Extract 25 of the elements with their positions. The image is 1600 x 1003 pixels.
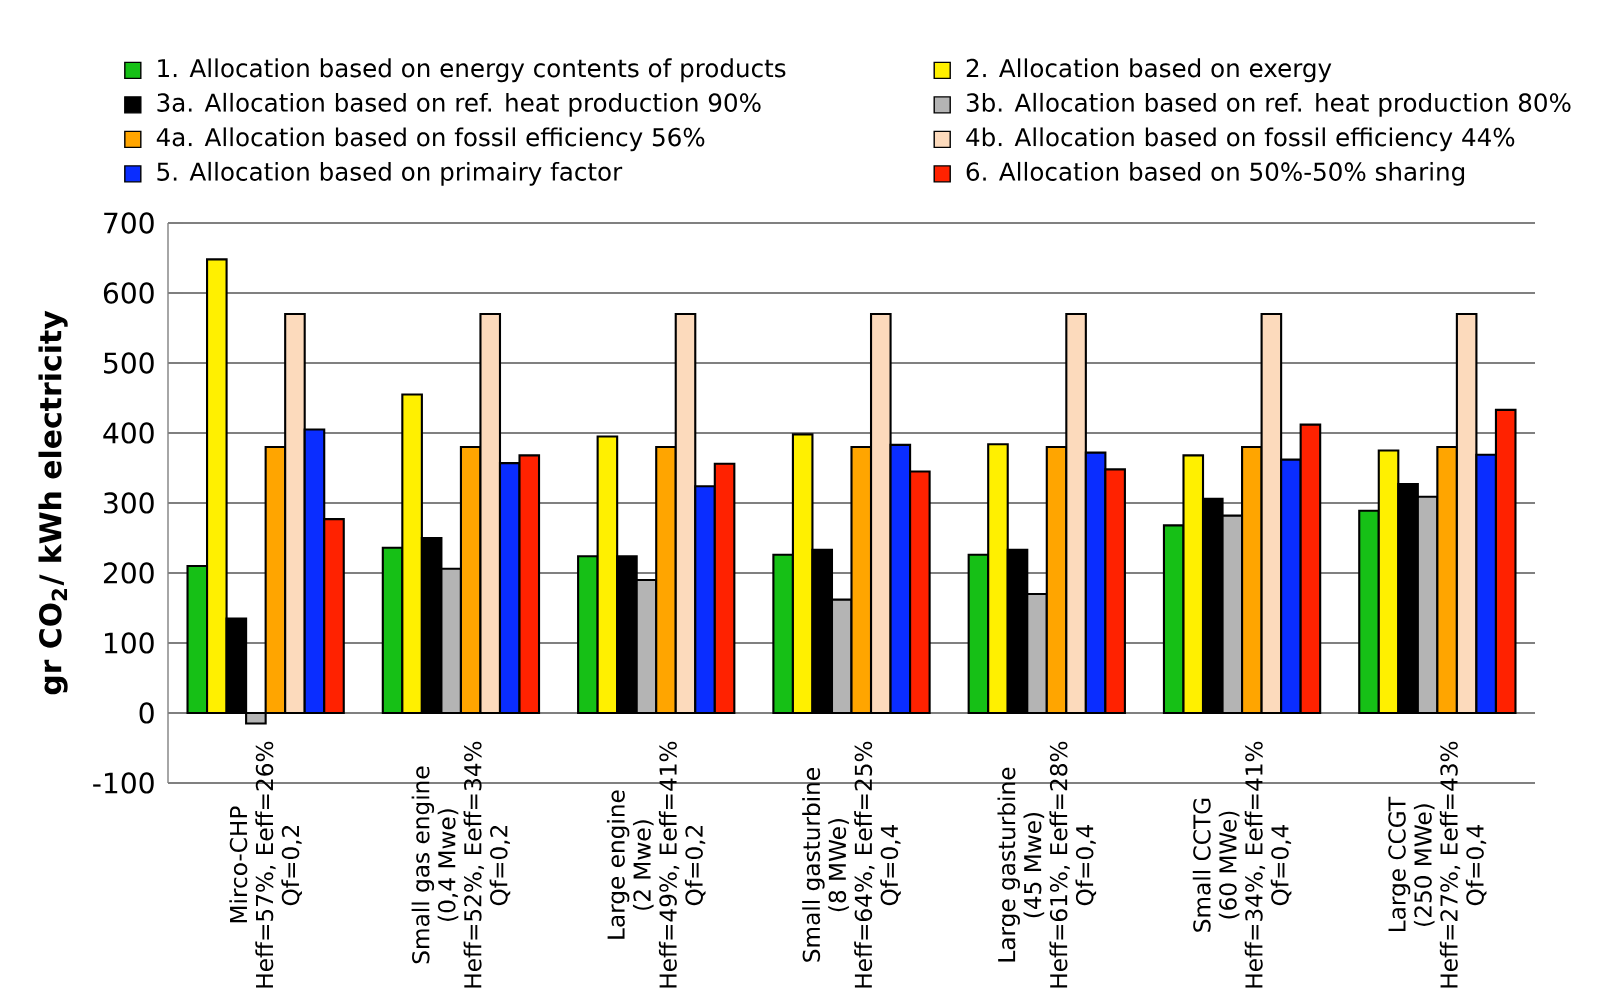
legend-label: 3b. Allocation based on ref. heat production 80% <box>966 92 1571 117</box>
x-tick-label: Large engine (2 Mwe) Heff=49%, Eeff=41% Qf=0,2 <box>606 741 706 988</box>
y-tick-label: 400 <box>103 422 154 444</box>
y-tick-label: 200 <box>103 562 154 584</box>
legend-label: 4b. Allocation based on fossil efficiency 44% <box>966 127 1515 152</box>
legend-label: 1. Allocation based on energy contents of products <box>158 58 786 83</box>
y-tick-label: 0 <box>139 702 154 724</box>
text: gr CO$_{2}$/ kWh electricity <box>38 310 68 695</box>
legend-label: 5. Allocation based on primairy factor <box>157 161 623 186</box>
legend-label: 6. Allocation based on 50%-50% sharing <box>966 161 1465 186</box>
y-tick-label: 300 <box>104 492 154 514</box>
y-tick-label: -100 <box>93 772 154 794</box>
legend-label: 4a. Allocation based on fossil efficiency 56% <box>156 127 705 152</box>
x-tick-label: Mirco-CHP Heff=57%, Eeff=26% Qf=0,2 <box>229 741 302 988</box>
x-tick-label: Small gasturbine (8 MWe) Heff=64%, Eeff=25% Qf=0,4 <box>802 741 901 988</box>
x-tick-label: Small gas engine (0,4 Mwe) Heff=52%, Eeff=34% Qf=0,2 <box>411 741 511 988</box>
y-tick-label: 100 <box>105 632 154 654</box>
x-tick-label: Large CCGT (250 MWe) Heff=27%, Eeff=43% Qf=0,4 <box>1388 741 1487 988</box>
y-tick-label: 500 <box>104 352 154 374</box>
x-tick-label: Large gasturbine (45 Mwe) Heff=61%, Eeff=28% Qf=0,4 <box>997 741 1097 988</box>
legend-label: 3a. Allocation based on ref. heat production 90% <box>157 92 761 117</box>
x-tick-label: Small CCTG (60 MWe) Heff=34%, Eeff=41% Qf=0,4 <box>1192 741 1292 988</box>
legend-label: 2. Allocation based on exergy <box>966 58 1332 83</box>
y-tick-label: 600 <box>103 282 154 304</box>
y-tick-label: 700 <box>104 212 154 234</box>
